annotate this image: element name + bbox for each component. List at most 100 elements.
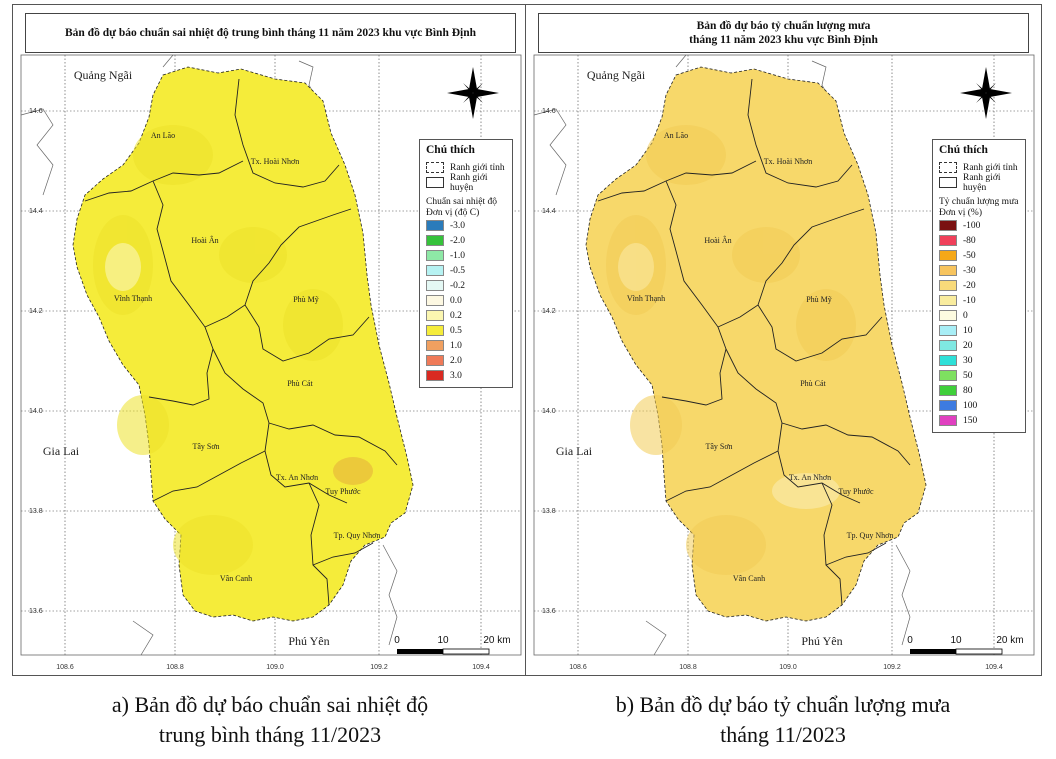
terrain-patch	[686, 515, 766, 575]
terrain-patch	[117, 395, 169, 455]
legend-swatch	[939, 310, 957, 321]
neighbor-outline	[533, 54, 911, 656]
legend-class-label: 100	[963, 400, 978, 411]
district-boundary	[825, 542, 887, 566]
north-arrow-part	[463, 93, 473, 103]
neighbor-label: Quảng Ngãi	[74, 68, 133, 82]
legend-swatch	[426, 265, 444, 276]
lon-tick-label: 109.0	[779, 664, 797, 671]
legend-swatch	[426, 235, 444, 246]
map-frame	[20, 54, 522, 656]
lat-tick-label: 13.8	[542, 508, 556, 515]
legend-class-label: 50	[963, 370, 973, 381]
legend-class-label: 10	[963, 325, 973, 336]
legend-class: -0.5	[426, 263, 506, 278]
legend-scale-title: Tỷ chuẩn lượng mưa	[939, 197, 1019, 207]
legend-class-label: -20	[963, 280, 976, 291]
district-boundaries	[84, 78, 398, 606]
map-title: Bản đồ dự báo tỷ chuẩn lượng mưa tháng 1…	[538, 13, 1029, 53]
legend-swatch	[939, 415, 957, 426]
legend-swatch	[426, 340, 444, 351]
legend-unit: Đơn vị (%)	[939, 208, 983, 218]
anomaly-patch	[105, 243, 141, 291]
district-boundary	[781, 422, 911, 466]
legend-class: 3.0	[426, 368, 506, 383]
neighbor-label: Quảng Ngãi	[587, 68, 646, 82]
terrain-patch	[283, 289, 343, 361]
neighbor-label: Phú Yên	[801, 634, 842, 648]
legend-class-label: 20	[963, 340, 973, 351]
lon-tick-label: 109.2	[883, 664, 901, 671]
legend-province-boundary: Ranh giới tỉnh	[426, 160, 506, 175]
map-canvas: An Lão Tx. Hoài Nhơn Hoài Ân Vĩnh Thạnh Phù …	[20, 54, 522, 671]
legend-class: -3.0	[426, 218, 506, 233]
district-boundary	[84, 160, 244, 202]
north-arrow-part	[986, 83, 996, 93]
legend-classes: -3.0 -2.0 -1.0 -0.5 -0.2 0.0 0.2 0.5 1.0 2.0 3.0	[426, 218, 506, 383]
district-label: Tp. Quy Nhơn	[334, 531, 381, 540]
lon-tick-label: 108.6	[56, 664, 74, 671]
scale-bar-segment	[955, 648, 1003, 655]
district-label: Tuy Phước	[838, 487, 874, 496]
district-label: Tây Sơn	[192, 442, 219, 451]
legend-class-label: 1.0	[450, 340, 462, 351]
legend-class-label: 150	[963, 415, 978, 426]
terrain-texture	[93, 125, 343, 575]
legend-class: 80	[939, 383, 1019, 398]
north-arrow-part	[473, 83, 483, 93]
scale-bar-segment	[397, 649, 443, 654]
district-label: Phù Mỹ	[806, 295, 832, 304]
neighbor-label: Gia Lai	[43, 444, 80, 458]
district-label: Vĩnh Thạnh	[114, 294, 152, 303]
scale-bar-segment	[442, 648, 490, 655]
legend-class: 0.2	[426, 308, 506, 323]
terrain-patch	[173, 515, 253, 575]
scale-bar-label: 0	[394, 635, 400, 646]
legend-swatch	[426, 370, 444, 381]
legend-class-label: -0.2	[450, 280, 466, 291]
district-boundary	[268, 422, 398, 466]
legend-class: -1.0	[426, 248, 506, 263]
legend-class-label: -0.5	[450, 265, 466, 276]
lat-tick-label: 14.4	[29, 208, 43, 215]
legend-class: 1.0	[426, 338, 506, 353]
legend-district-boundary: Ranh giới huyện	[939, 173, 1019, 193]
legend-swatch	[939, 370, 957, 381]
legend-swatch	[939, 400, 957, 411]
caption-line2: trung bình tháng 11/2023	[158, 722, 382, 747]
district-label: Hoài Ân	[191, 235, 218, 245]
legend-class: 10	[939, 323, 1019, 338]
legend-swatch	[426, 355, 444, 366]
legend-class: -0.2	[426, 278, 506, 293]
caption-rainfall: b) Bản đồ dự báo tỷ chuẩn lượng mưa thán…	[533, 690, 1033, 750]
north-arrow-icon	[447, 67, 499, 119]
scale-bar: 0 10 20 km	[907, 635, 1024, 655]
caption-line1: b) Bản đồ dự báo tỷ chuẩn lượng mưa	[615, 692, 951, 717]
legend-classes: -100 -80 -50 -30 -20 -10 0 10 20 30 50 80 100 150	[939, 218, 1019, 428]
legend-class: 20	[939, 338, 1019, 353]
legend: Chú thích Ranh giới tỉnh Ranh giới huyện…	[932, 139, 1026, 433]
legend-title: Chú thích	[939, 144, 988, 156]
lat-tick-label: 14.2	[29, 308, 43, 315]
district-label: Phù Mỹ	[293, 295, 319, 304]
legend-class: -30	[939, 263, 1019, 278]
map-frame	[533, 54, 1035, 656]
legend-class-label: 2.0	[450, 355, 462, 366]
neighbor-label: Gia Lai	[556, 444, 593, 458]
scale-bar-label: 20 km	[996, 635, 1023, 646]
legend-swatch	[426, 325, 444, 336]
map-canvas: An Lão Tx. Hoài Nhơn Hoài Ân Vĩnh Thạnh Phù …	[533, 54, 1035, 671]
north-arrow-part	[960, 89, 986, 97]
district-label: Hoài Ân	[704, 235, 731, 245]
map-title-line1: Bản đồ dự báo tỷ chuẩn lượng mưa	[696, 20, 871, 32]
terrain-patch	[796, 289, 856, 361]
legend-class: 0.5	[426, 323, 506, 338]
legend-swatch	[426, 310, 444, 321]
district-boundary	[234, 78, 340, 188]
north-arrow-part	[976, 93, 986, 103]
district-boundaries	[597, 78, 911, 606]
lon-tick-label: 108.8	[166, 664, 184, 671]
legend-class-label: 30	[963, 355, 973, 366]
north-arrow-part	[473, 93, 483, 103]
legend-class-label: -100	[963, 220, 981, 231]
